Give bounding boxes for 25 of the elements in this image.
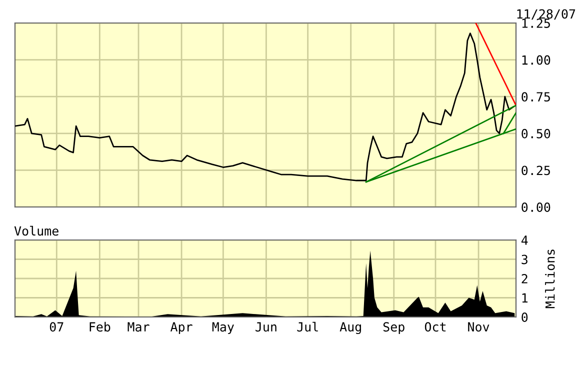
y-tick-label: 0.25	[522, 166, 550, 176]
x-tick-label: Nov	[468, 322, 490, 332]
x-tick-label: Apr	[170, 322, 192, 334]
y-tick-label: 3	[522, 254, 528, 264]
y-tick-label: 2	[522, 274, 528, 284]
x-tick-label: Oct	[424, 322, 446, 332]
y-tick-label: 1.00	[522, 55, 550, 65]
y-tick-label: 0.75	[522, 92, 550, 102]
x-tick-label: Mar	[128, 322, 150, 332]
x-tick-label: Aug	[340, 322, 361, 334]
x-tick-label: May	[212, 322, 234, 334]
x-tick-label: Sep	[383, 322, 404, 334]
y-tick-label: 1.25	[522, 18, 550, 28]
x-tick-label: Feb	[90, 322, 110, 332]
x-tick-label: 07	[50, 322, 64, 332]
y-tick-label: 0.00	[522, 202, 550, 212]
y-tick-label: 0	[522, 312, 528, 322]
y-tick-label: 0.50	[522, 128, 550, 138]
y-tick-label: 4	[521, 236, 528, 245]
text: 11/28/07	[517, 9, 576, 20]
x-tick-label: Jul	[297, 322, 318, 332]
y-tick-label: 1	[522, 293, 528, 303]
y-axis-title: Millions	[545, 250, 555, 308]
x-tick-label: Jun	[256, 322, 276, 332]
chart-title: Volume	[14, 226, 58, 236]
